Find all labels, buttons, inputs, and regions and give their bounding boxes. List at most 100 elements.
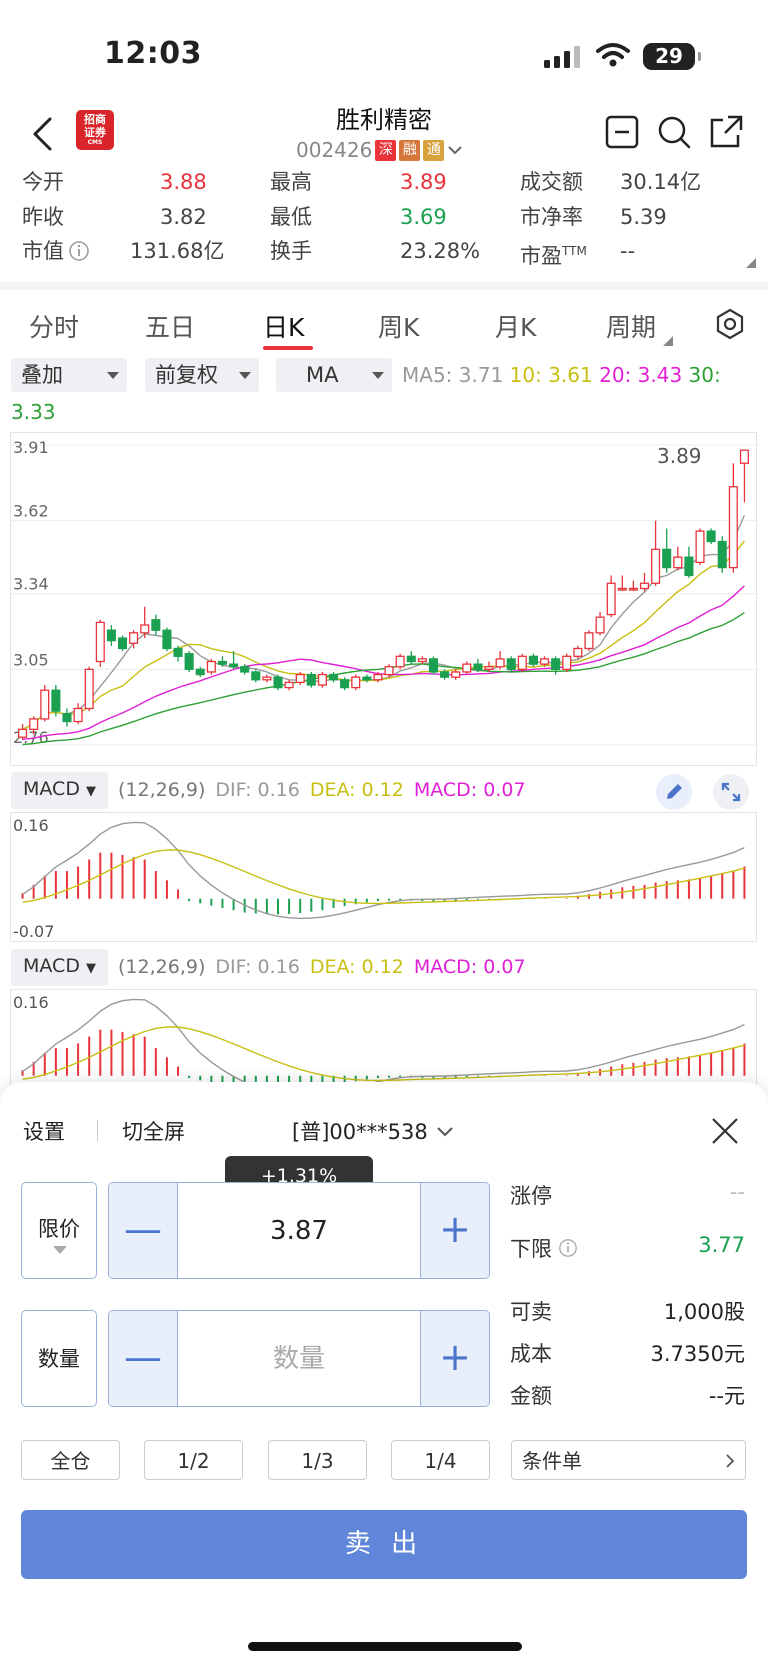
fullscreen-link[interactable]: 切全屏: [122, 1120, 185, 1144]
price-increase-button[interactable]: +: [420, 1183, 489, 1278]
candle-body: [195, 668, 205, 676]
adjust-dropdown[interactable]: 前复权: [145, 358, 259, 392]
candle-body: [540, 658, 550, 665]
candle-body: [173, 647, 183, 657]
tab-five-day[interactable]: 五日: [145, 313, 196, 342]
overlay-label: 叠加: [21, 363, 63, 387]
macd-dropdown[interactable]: MACD ▼: [11, 771, 109, 809]
quantity-increase-button[interactable]: +: [420, 1311, 489, 1406]
price-input[interactable]: 3.87: [270, 1216, 328, 1246]
candle-body: [129, 632, 139, 644]
ma20-line: [22, 585, 745, 740]
settings-hexagon-icon[interactable]: [715, 308, 745, 340]
tab-intraday[interactable]: 分时: [29, 313, 80, 342]
candle-body: [18, 728, 28, 738]
settings-link[interactable]: 设置: [23, 1120, 65, 1144]
macd2-dea: DEA: 0.12: [309, 956, 404, 978]
market-cap-value: 131.68亿: [130, 239, 225, 263]
candle-body: [684, 556, 694, 577]
candle-body: [506, 658, 516, 670]
price-decrease-button[interactable]: —: [109, 1183, 178, 1278]
ma30-label: 30:: [688, 363, 721, 387]
expand-icon[interactable]: [712, 773, 750, 811]
y-tick-label: 3.34: [13, 575, 49, 594]
candle-body: [62, 713, 72, 723]
expand-corner-icon[interactable]: [746, 258, 756, 268]
macd2-params: (12,26,9): [118, 956, 206, 978]
candle-body: [273, 676, 283, 689]
macd-chart[interactable]: 0.16 -0.07: [10, 812, 757, 942]
candle-body: [451, 671, 461, 678]
limit-down-value: 3.77: [698, 1233, 745, 1257]
tab-daily-k[interactable]: 日K: [263, 313, 305, 342]
candle-body: [595, 616, 605, 634]
close-icon[interactable]: [710, 1116, 740, 1146]
candle-body: [717, 540, 727, 569]
candle-body: [484, 666, 494, 670]
ma30-value: 3.33: [11, 400, 56, 424]
tab-period[interactable]: 周期: [606, 313, 657, 342]
ma10-line: [22, 540, 745, 730]
stock-code-row[interactable]: 002426 深 融 通: [296, 138, 463, 162]
macd2-header: MACD ▼ (12,26,9) DIF: 0.16 DEA: 0.12 MAC…: [11, 948, 758, 986]
candle-body: [84, 668, 94, 710]
candle-body: [362, 676, 372, 681]
candle-body: [395, 655, 405, 668]
candle-body: [284, 681, 294, 689]
macd2-dropdown[interactable]: MACD ▼: [11, 948, 109, 986]
turnover-rate-label: 换手: [270, 239, 312, 263]
quantity-stepper: — 数量 +: [108, 1310, 490, 1407]
info-icon[interactable]: [68, 240, 90, 262]
candle-body: [140, 624, 150, 634]
active-tab-underline: [263, 346, 313, 350]
account-selector[interactable]: [普]00***538: [292, 1116, 454, 1146]
tab-monthly-k[interactable]: 月K: [495, 313, 537, 342]
edit-pencil-icon[interactable]: [655, 773, 693, 811]
broker-logo: 招商 证券 CMS: [76, 110, 114, 150]
fraction-third-button[interactable]: 1/3: [268, 1440, 367, 1480]
macd-top-tick: 0.16: [13, 993, 49, 1012]
indicator-label: MA: [306, 363, 339, 387]
dropdown-arrow-icon: [107, 372, 119, 379]
candle-body: [317, 673, 327, 686]
divider: [97, 1120, 98, 1142]
share-icon[interactable]: [708, 114, 744, 150]
high-label: 最高: [270, 170, 312, 194]
market-cap-label-wrap: 市值: [22, 236, 90, 266]
candle-body: [106, 629, 116, 642]
indicator-dropdown[interactable]: MA: [276, 358, 392, 392]
pe-ttm: TTM: [562, 244, 587, 258]
sell-button[interactable]: 卖 出: [21, 1510, 747, 1579]
broker-logo-small: CMS: [87, 139, 103, 146]
y-tick-label: 3.91: [13, 438, 49, 457]
search-icon[interactable]: [656, 114, 692, 150]
pe-value: --: [620, 239, 636, 263]
condition-order-button[interactable]: 条件单: [511, 1440, 746, 1480]
overlay-dropdown[interactable]: 叠加: [11, 358, 127, 392]
kline-chart[interactable]: 3.91 3.62 3.34 3.05 2.76 3.89: [10, 432, 758, 766]
macd2-label: MACD: [23, 954, 80, 977]
cellular-signal-icon: [544, 46, 580, 68]
macd-dif: DIF: 0.16: [215, 779, 300, 801]
candle-body: [562, 655, 572, 670]
candle-body: [417, 658, 427, 663]
price-stepper: — 3.87 +: [108, 1182, 490, 1279]
limit-down-label-wrap: 下限: [510, 1233, 578, 1263]
ma-legend: MA5: 3.71 10: 3.61 20: 3.43 30:: [402, 357, 757, 393]
fraction-full-button[interactable]: 全仓: [21, 1440, 120, 1480]
candle-body: [617, 587, 627, 591]
tab-weekly-k[interactable]: 周K: [378, 313, 420, 342]
minus-box-icon[interactable]: [604, 114, 640, 150]
limit-up-label: 涨停: [510, 1184, 552, 1208]
candle-body: [117, 637, 128, 650]
fraction-half-button[interactable]: 1/2: [144, 1440, 243, 1480]
pe-label: 市盈: [520, 244, 562, 268]
order-type-select[interactable]: 限价: [21, 1182, 97, 1279]
back-arrow-icon[interactable]: [30, 116, 56, 152]
home-indicator[interactable]: [248, 1642, 522, 1651]
prev-close-value: 3.82: [160, 205, 207, 229]
quantity-input[interactable]: 数量: [272, 1344, 325, 1374]
quantity-decrease-button[interactable]: —: [109, 1311, 178, 1406]
info-icon[interactable]: [558, 1238, 578, 1258]
fraction-quarter-button[interactable]: 1/4: [391, 1440, 490, 1480]
